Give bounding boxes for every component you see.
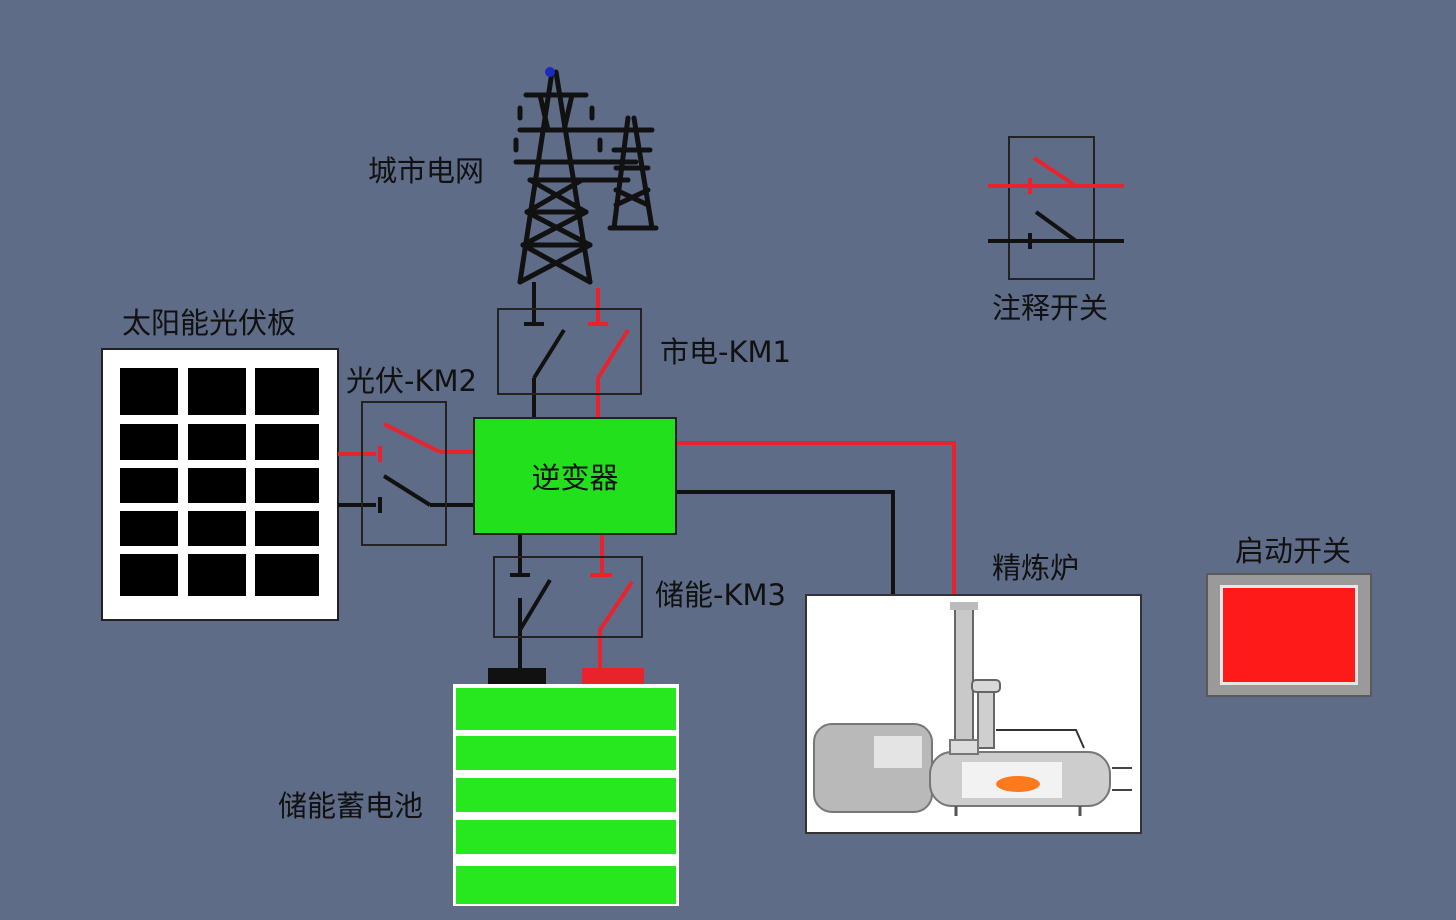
transmission-tower-icon [513, 69, 659, 285]
solar-panel-icon [101, 348, 339, 621]
legend-switch-label: 注释开关 [992, 291, 1109, 325]
wiring [338, 282, 956, 670]
storage-switch-km3 [493, 556, 643, 638]
start-switch-label: 启动开关 [1235, 534, 1352, 568]
mains-switch-label: 市电-KM1 [660, 335, 791, 369]
grid-label: 城市电网 [368, 154, 485, 188]
legend-switch-icon [988, 136, 1124, 280]
solar-panel-label: 太阳能光伏板 [122, 306, 297, 340]
pv-switch-label: 光伏-KM2 [346, 364, 477, 398]
battery-label: 储能蓄电池 [278, 789, 424, 823]
storage-switch-label: 储能-KM3 [655, 578, 786, 612]
start-button[interactable] [1206, 573, 1372, 697]
furnace-label: 精炼炉 [992, 551, 1080, 585]
mains-switch-km1 [497, 308, 642, 395]
inverter-box [473, 417, 677, 535]
inverter-label: 逆变器 [531, 461, 619, 495]
battery-stack-icon [453, 668, 679, 906]
tower-light-icon [545, 67, 555, 77]
start-button-face[interactable] [1220, 585, 1358, 685]
refining-furnace-icon [805, 594, 1142, 834]
pv-switch-km2 [361, 401, 447, 546]
